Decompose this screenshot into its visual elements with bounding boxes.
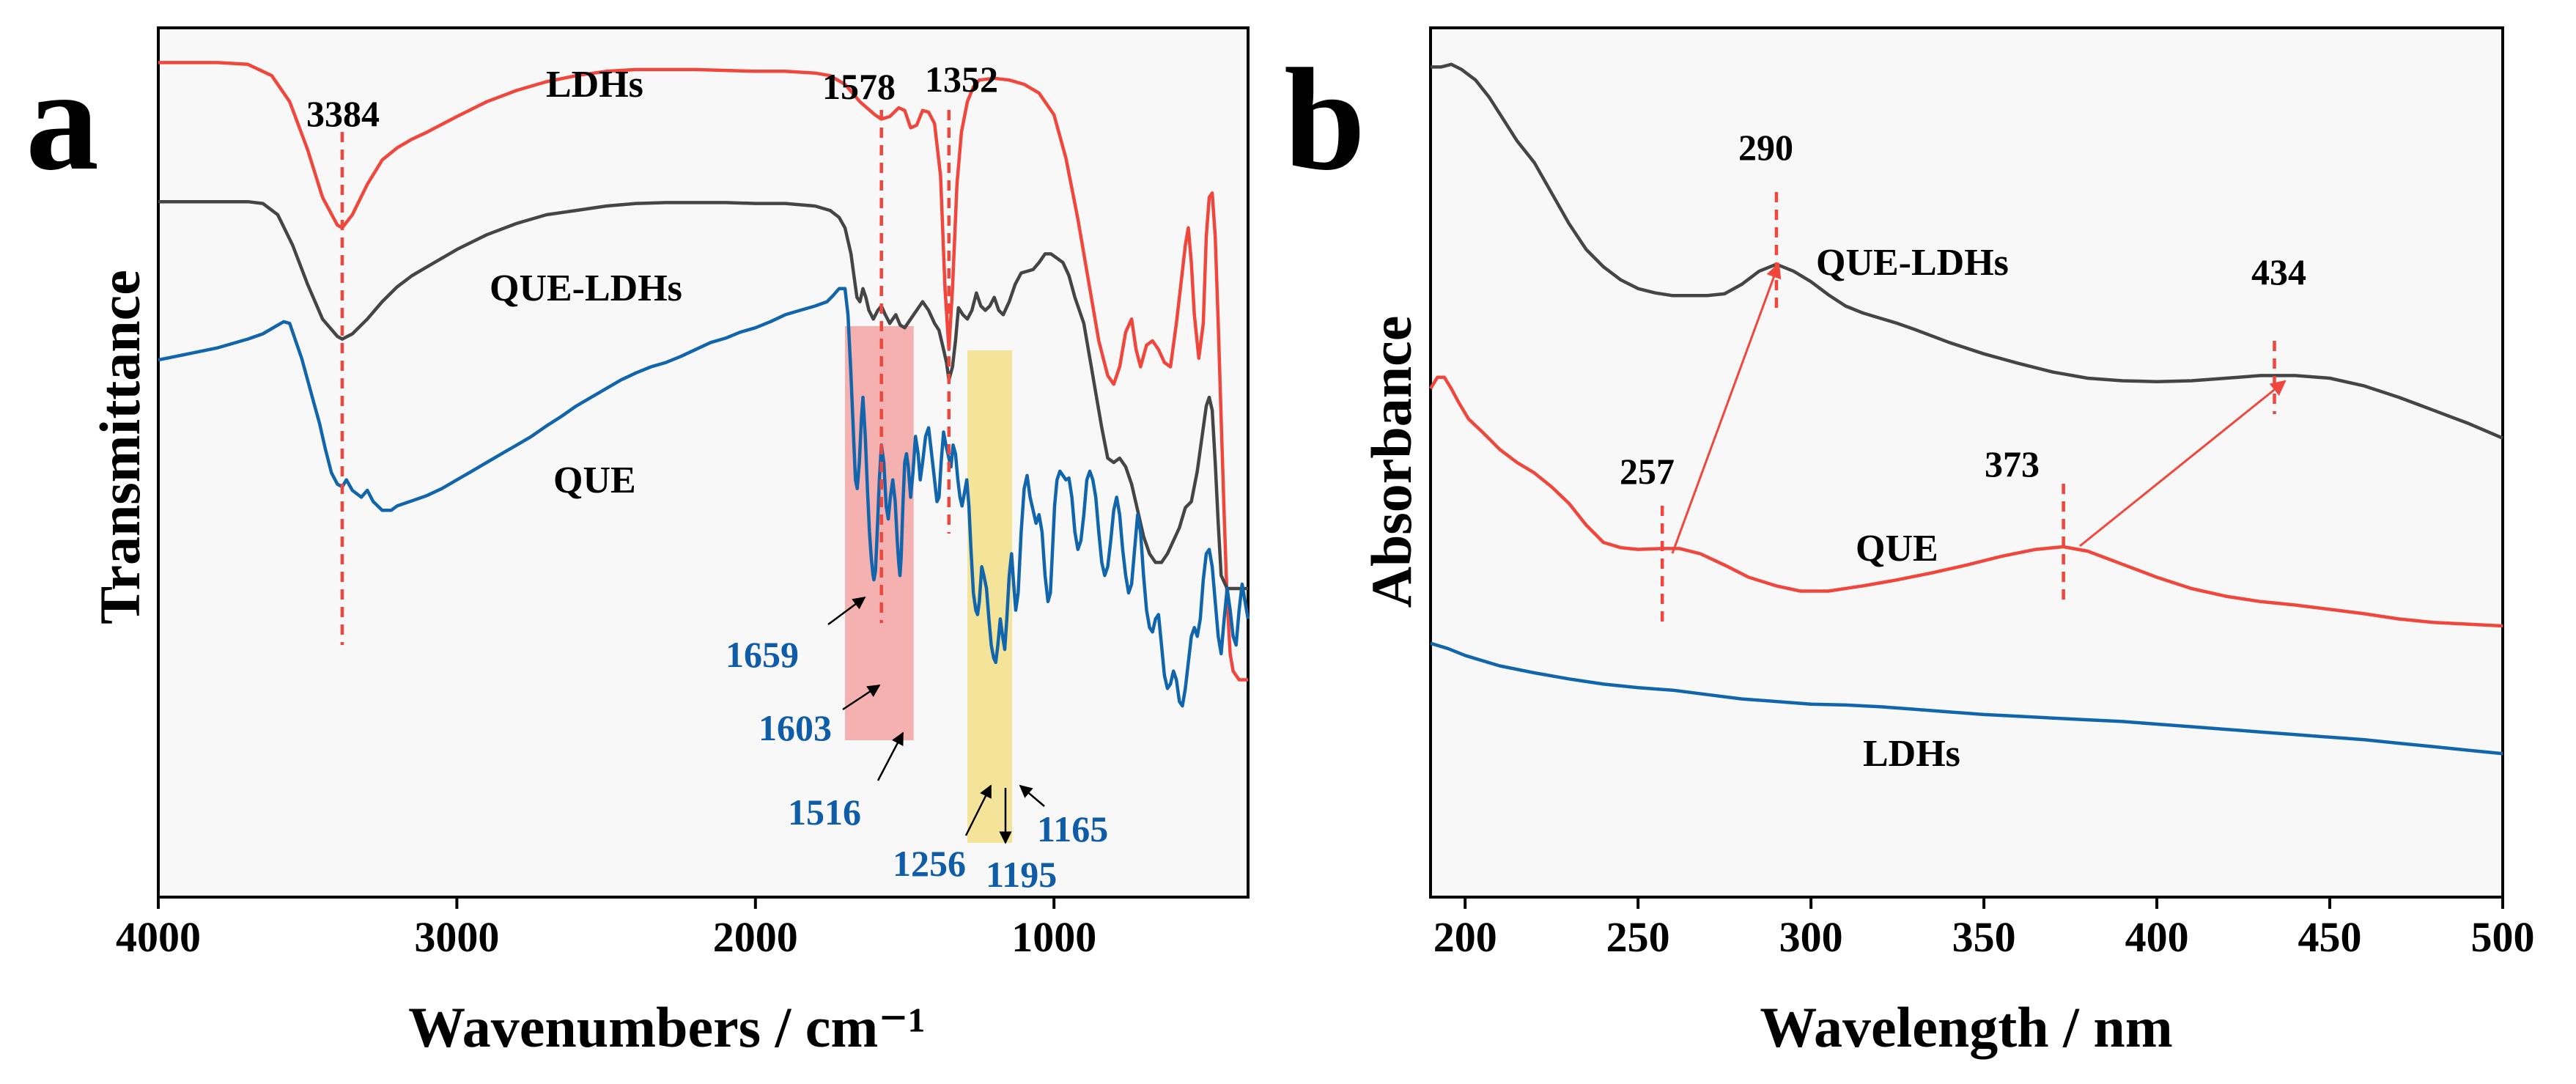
x-tick-label-250: 250 xyxy=(1606,913,1670,961)
x-axis-title-b: Wavelength / nm xyxy=(1760,995,2172,1059)
arrow-1603 xyxy=(842,684,881,711)
band-label-1659: 1659 xyxy=(726,634,799,675)
series-label-que-a: QUE xyxy=(553,460,636,501)
series-label-que-ldhs-a: QUE-LDHs xyxy=(490,268,682,309)
x-tick-label-1000: 1000 xyxy=(1011,913,1096,961)
peak-label-3384: 3384 xyxy=(306,93,380,134)
series-line-que-a xyxy=(158,287,1250,708)
series-label-ldhs-a: LDHs xyxy=(546,64,643,106)
x-tick-label-500: 500 xyxy=(2471,913,2535,961)
x-tick-label-3000: 3000 xyxy=(414,913,499,961)
plot-frame-b xyxy=(1429,26,2504,899)
series-line-ldhs-a xyxy=(158,61,1248,682)
arrow-1165 xyxy=(1019,784,1045,807)
x-tick-label-450: 450 xyxy=(2298,913,2362,961)
panel-letter-b: b xyxy=(1284,39,1365,201)
shift-arrow-373-to-434 xyxy=(2079,380,2287,547)
peak-label-257: 257 xyxy=(1620,451,1675,492)
x-tick-label-200: 200 xyxy=(1433,913,1497,961)
band-label-1195: 1195 xyxy=(986,854,1057,895)
x-axis-title-a: Wavenumbers / cm⁻¹ xyxy=(408,995,926,1059)
series-group-b xyxy=(1429,62,2503,756)
peak-lines-a xyxy=(340,110,951,645)
series-line-que-b xyxy=(1429,375,2503,628)
shift-arrow-257-to-290 xyxy=(1671,262,1782,554)
series-line-ldhs-b xyxy=(1430,641,2503,756)
peak-label-434: 434 xyxy=(2251,251,2306,292)
series-label-ldhs-b: LDHs xyxy=(1863,733,1960,775)
que-band-annotations: 1659 1603 1516 1256 1195 1165 xyxy=(726,596,1108,895)
peak-lines-b xyxy=(1660,192,2276,624)
y-axis-title-a: Transmittance xyxy=(88,270,152,624)
band-label-1516: 1516 xyxy=(788,792,861,833)
band-label-1165: 1165 xyxy=(1037,808,1108,849)
peak-label-1578: 1578 xyxy=(822,66,896,107)
arrow-1659 xyxy=(827,596,866,626)
series-label-que-b: QUE xyxy=(1856,528,1938,569)
x-tick-label-350: 350 xyxy=(1952,913,2016,961)
y-axis-title-b: Absorbance xyxy=(1359,316,1423,608)
peak-label-1352: 1352 xyxy=(925,59,998,100)
plot-frame-a xyxy=(157,26,1250,899)
x-ticks-a xyxy=(157,897,1056,909)
x-tick-label-2000: 2000 xyxy=(713,913,798,961)
x-ticks-b xyxy=(1464,897,2504,909)
x-tick-label-400: 400 xyxy=(2125,913,2189,961)
x-tick-label-4000: 4000 xyxy=(116,913,201,961)
panel-letter-a: a xyxy=(26,39,99,201)
panel-a: a 3384 1578 1352 LDHs QUE-LDHs QUE 1659 … xyxy=(26,26,1250,1059)
peak-label-290: 290 xyxy=(1738,127,1793,168)
band-label-1256: 1256 xyxy=(893,843,966,884)
peak-label-373: 373 xyxy=(1985,443,2040,484)
arrow-1256 xyxy=(964,784,992,836)
series-line-que-ldhs-b xyxy=(1431,62,2503,440)
series-label-que-ldhs-b: QUE-LDHs xyxy=(1816,242,2009,284)
panel-b: b 290 434 257 373 QUE-LDHs QUE LDHs 200 … xyxy=(1284,26,2535,1059)
x-tick-label-300: 300 xyxy=(1779,913,1843,961)
arrow-1516 xyxy=(876,731,904,781)
band-label-1603: 1603 xyxy=(759,707,832,748)
